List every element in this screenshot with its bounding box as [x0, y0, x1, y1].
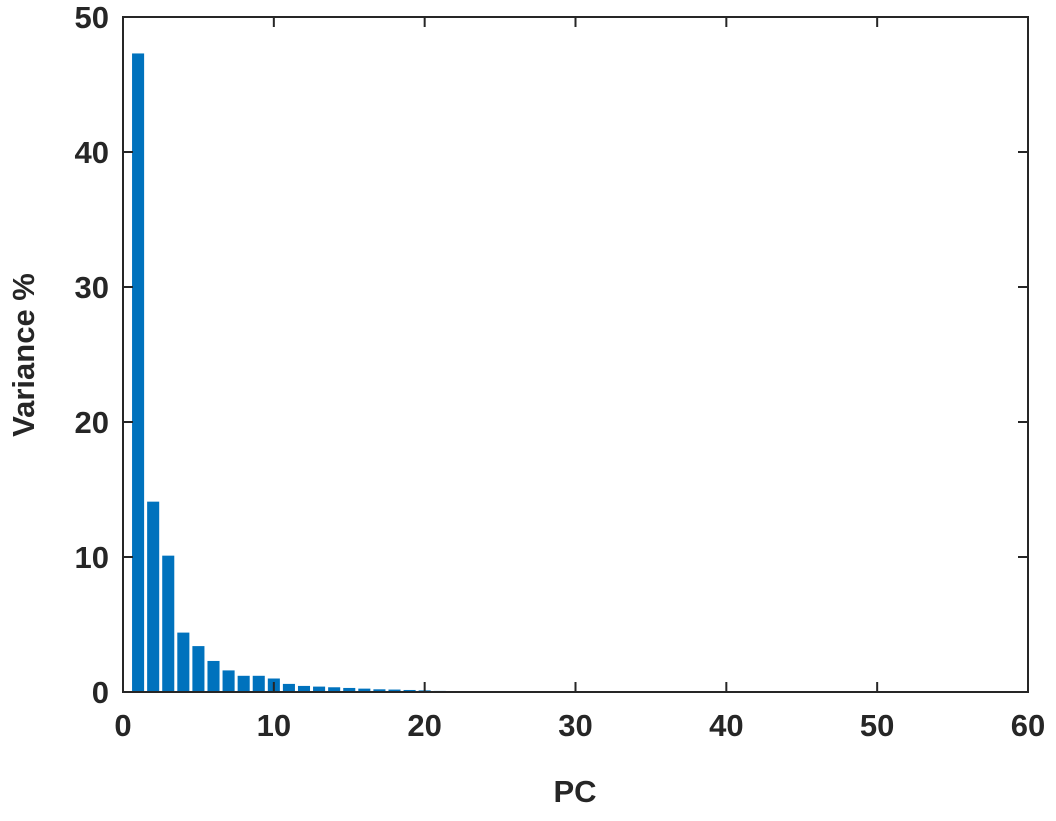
bar [222, 670, 235, 692]
x-tick-label: 30 [558, 708, 592, 743]
bar [177, 632, 190, 692]
bar [162, 555, 175, 692]
bar [132, 53, 145, 692]
y-tick-label: 40 [75, 135, 109, 170]
bar [373, 689, 386, 692]
bar [147, 501, 160, 692]
y-axis-label: Variance % [6, 273, 41, 437]
y-tick-label: 20 [75, 405, 109, 440]
bar [358, 688, 371, 692]
x-tick-label: 10 [257, 708, 291, 743]
x-tick-label: 50 [860, 708, 894, 743]
bar [207, 660, 220, 692]
bar [192, 646, 205, 692]
plot-frame [122, 16, 1029, 693]
y-tick-label: 0 [92, 675, 109, 710]
bar [313, 686, 326, 692]
bar [328, 687, 341, 692]
y-tick-label: 50 [75, 0, 109, 35]
y-tick-label: 10 [75, 540, 109, 575]
x-tick-label: 40 [709, 708, 743, 743]
bar [403, 689, 416, 692]
x-axis-label: PC [553, 774, 596, 809]
bar [343, 687, 356, 692]
bar [282, 683, 295, 692]
x-tick-label: 20 [407, 708, 441, 743]
bar [237, 675, 250, 692]
y-tick-label: 30 [75, 270, 109, 305]
x-tick-label: 0 [114, 708, 131, 743]
x-tick-label: 60 [1011, 708, 1045, 743]
bar [297, 685, 311, 692]
bar [252, 675, 265, 692]
bar [388, 689, 401, 692]
